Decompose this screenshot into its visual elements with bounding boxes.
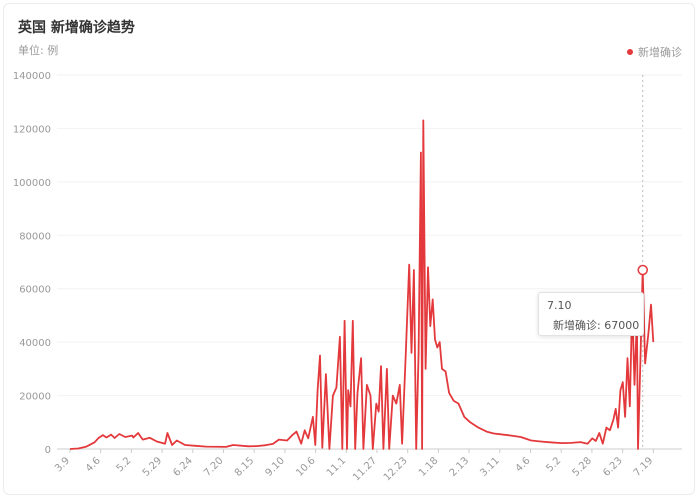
x-tick-label: 5.28 <box>570 455 594 479</box>
x-tick-label: 10.6 <box>294 455 318 479</box>
tooltip: 7.10 新增确诊 : 67000 <box>538 292 644 336</box>
tooltip-value: 67000 <box>604 318 640 332</box>
x-tick-label: 6.24 <box>171 455 195 479</box>
y-tick-label: 140000 <box>13 71 51 82</box>
x-tick-label: 5.2 <box>544 455 563 474</box>
x-tick-label: 6.23 <box>601 455 625 479</box>
tooltip-separator: : <box>597 318 605 332</box>
chart-title: 英国 新增确诊趋势 <box>18 20 135 36</box>
legend-label: 新增确诊 <box>638 46 682 59</box>
x-tick-label: 5.29 <box>141 455 165 479</box>
x-tick-label: 3.9 <box>53 455 72 474</box>
x-tick-label: 12.23 <box>382 455 410 483</box>
x-tick-label: 7.20 <box>202 455 226 479</box>
x-tick-label: 1.18 <box>417 455 441 479</box>
legend-dot-icon <box>627 49 633 55</box>
x-tick-label: 8.15 <box>233 455 257 479</box>
legend[interactable]: 新增确诊 <box>627 44 682 60</box>
y-tick-label: 0 <box>45 445 51 456</box>
x-tick-label: 5.2 <box>114 455 133 474</box>
series-line[interactable] <box>69 119 655 450</box>
y-tick-label: 100000 <box>13 178 51 189</box>
unit-label: 单位: 例 <box>18 44 59 57</box>
x-tick-label: 2.13 <box>448 455 472 479</box>
x-tick-label: 9.10 <box>263 455 287 479</box>
chart-card: 英国 新增确诊趋势 单位: 例 新增确诊 <box>3 3 695 495</box>
y-tick-label: 20000 <box>19 392 51 403</box>
y-tick-label: 120000 <box>13 124 51 135</box>
x-tick-label: 7.19 <box>632 455 656 479</box>
x-tick-label: 4.6 <box>84 455 103 474</box>
x-tick-label: 11.27 <box>351 455 379 483</box>
tooltip-series-label: 新增确诊 <box>553 319 597 332</box>
tooltip-date: 7.10 <box>547 299 572 312</box>
x-tick-label: 11.1 <box>325 455 349 479</box>
y-tick-label: 80000 <box>19 231 51 242</box>
x-tick-label: 4.6 <box>514 455 533 474</box>
y-tick-label: 40000 <box>19 338 51 349</box>
x-tick-label: 3.11 <box>478 455 502 479</box>
y-tick-label: 60000 <box>19 285 51 296</box>
highlight-point[interactable] <box>637 264 648 276</box>
